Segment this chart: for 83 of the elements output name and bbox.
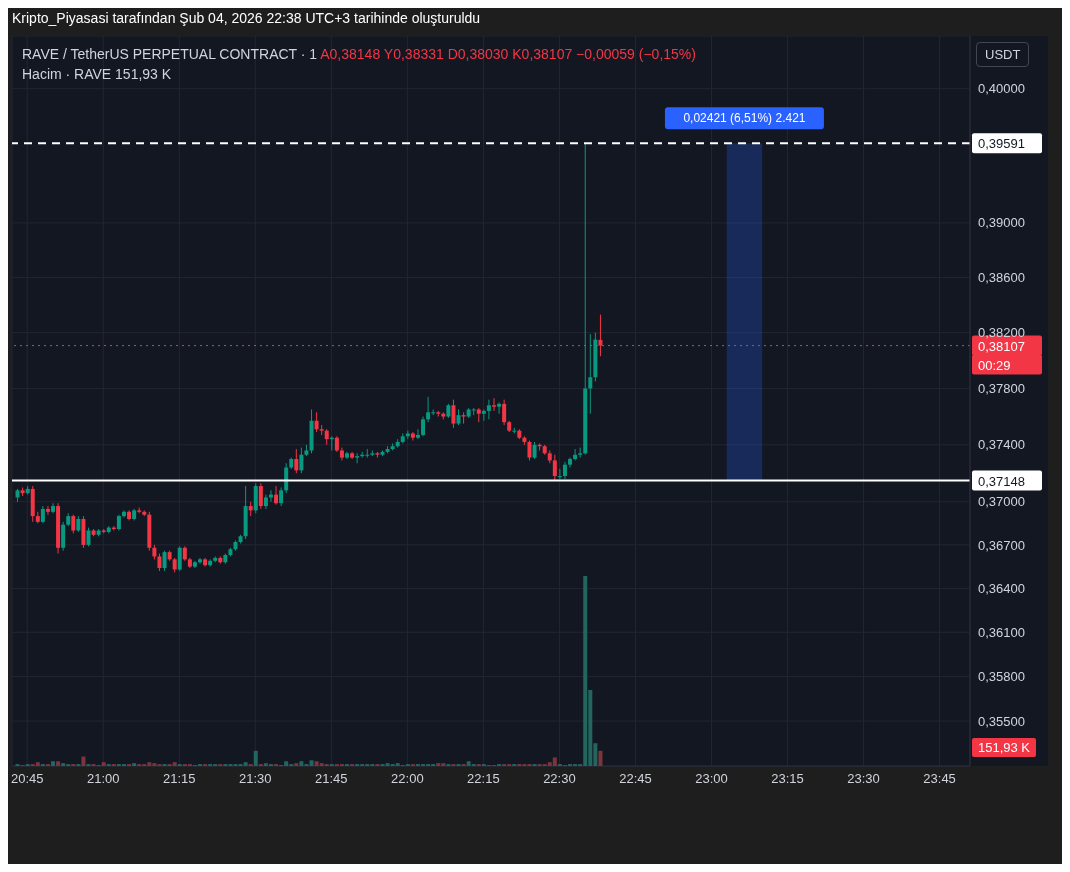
candlestick (481, 409, 486, 422)
bar (299, 761, 304, 766)
candlestick (274, 485, 279, 506)
bar (243, 762, 248, 766)
x-tick-label: 23:00 (695, 771, 728, 787)
bar (598, 750, 603, 766)
candlestick (177, 545, 182, 572)
candlestick (258, 482, 263, 510)
y-tick-label: 0,37400 (978, 437, 1025, 453)
candlestick (573, 448, 578, 461)
bar (309, 760, 314, 766)
y-tick-label: 0,40000 (978, 81, 1025, 97)
y-tick-label: 0,38600 (978, 270, 1025, 286)
x-tick-label: 20:45 (10, 771, 44, 787)
bar (81, 756, 86, 766)
text: Kripto_Piyasasi tarafından Şub 04, 2026 22:38 UTC+3 tarihinde oluşturuldu (12, 10, 481, 26)
x-tick-label: 22:15 (467, 771, 500, 787)
band-label: 0,02421 (6,51%) 2.421 (683, 111, 806, 126)
chart-title: Hacim · RAVE 151,93 K (22, 66, 172, 82)
y-axis-title: USDT (976, 42, 1030, 67)
candlestick (314, 411, 319, 433)
x-tick-label: 21:00 (86, 771, 120, 787)
candlestick (86, 527, 91, 547)
x-tick-label: 21:15 (163, 771, 196, 787)
candlestick (492, 397, 496, 412)
bar (35, 762, 40, 766)
candlestick (426, 396, 431, 423)
y-tick-label: 0,36700 (978, 537, 1025, 553)
candlestick (461, 411, 466, 425)
x-tick-label: 23:15 (771, 771, 804, 787)
candlestick (355, 452, 360, 464)
text: 151,93 K (972, 738, 1037, 757)
y-tick-label: 0,35800 (978, 669, 1025, 685)
text: 00:29 (978, 357, 1011, 373)
bar (56, 761, 61, 766)
candlestick (497, 401, 502, 415)
candlestick (410, 431, 415, 442)
text: RAVE / TetherUS PERPETUAL CONTRACT · 1 (22, 46, 318, 62)
text: A0,38148 Y0,38331 D0,38030 K0,38107 −0,00059 (−0,15%) (320, 46, 696, 62)
bar (61, 763, 66, 766)
x-tick-label: 22:30 (543, 771, 576, 787)
candlestick (502, 399, 507, 426)
x-tick-label: 21:45 (315, 771, 348, 787)
bar (294, 763, 299, 766)
bar (132, 763, 137, 766)
candlestick (71, 514, 76, 534)
y-tick-label: 0,37800 (978, 381, 1025, 397)
y-tick-label: 0,35500 (978, 713, 1025, 729)
y-tick-label: 0,36100 (978, 624, 1025, 640)
candlestick (208, 558, 213, 568)
x-tick-label: 21:30 (239, 771, 272, 787)
x-tick-label: 23:45 (923, 771, 956, 787)
bar (552, 757, 557, 766)
bar (51, 761, 56, 766)
bar (101, 762, 106, 766)
candlestick (121, 509, 126, 519)
y-tick-label: 0,39000 (978, 215, 1025, 231)
ref-line-label: 0,39591 (978, 136, 1025, 152)
bar (172, 762, 177, 766)
candlestick (486, 399, 491, 420)
bar (436, 763, 441, 766)
candlestick (421, 416, 426, 437)
candlestick (527, 440, 532, 461)
x-tick-label: 22:00 (391, 771, 424, 787)
x-tick-label: 22:45 (619, 771, 652, 787)
candlestick (557, 468, 562, 480)
candlestick (588, 333, 593, 415)
ref-line-label: 0,37148 (978, 473, 1025, 489)
candlestick (162, 550, 167, 572)
x-tick-label: 23:30 (847, 771, 880, 787)
candlestick (552, 454, 557, 482)
candlestick (451, 399, 456, 429)
y-tick-label: 0,36400 (978, 581, 1025, 597)
candlestick (198, 557, 203, 565)
candlestick (61, 521, 66, 552)
candlestick (45, 505, 50, 516)
bar (253, 750, 258, 766)
ref-line-label: 0,38107 (978, 338, 1025, 354)
candlestick (299, 447, 304, 474)
candlestick (415, 428, 420, 440)
y-tick-label: 0,37000 (978, 494, 1025, 510)
candlestick (279, 486, 284, 507)
candlestick (294, 448, 299, 474)
